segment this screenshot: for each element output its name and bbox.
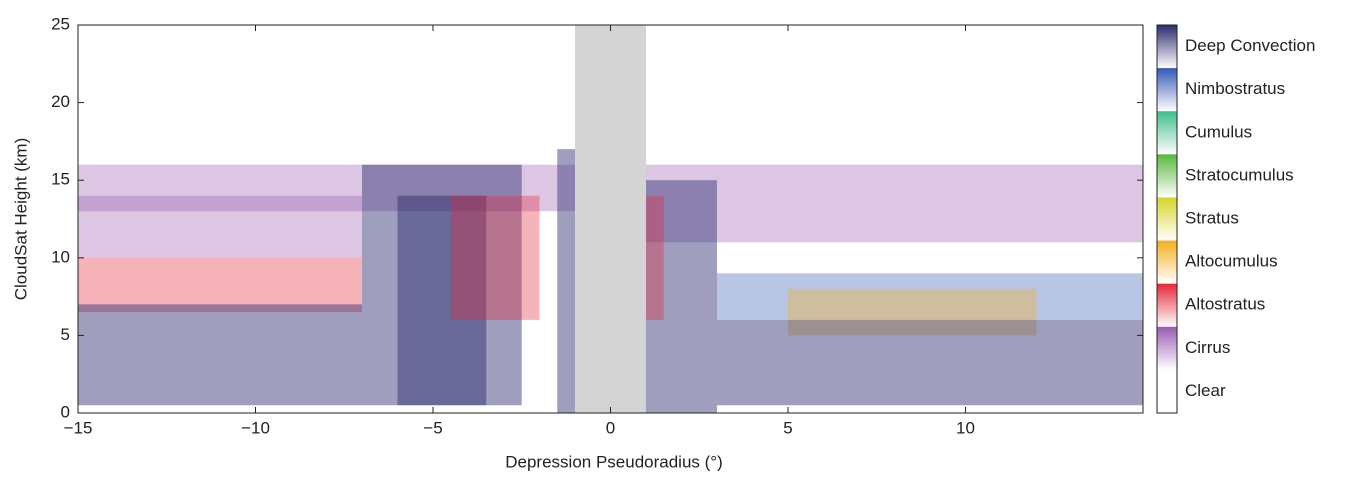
- colorbar-segment: [1157, 68, 1177, 112]
- colorbar-frame: [1156, 24, 1178, 414]
- colorbar-segment: [1157, 154, 1177, 198]
- x-tick-label: 5: [783, 418, 792, 437]
- colorbar-label: Cumulus: [1185, 122, 1252, 141]
- colorbar-label: Stratus: [1185, 208, 1239, 227]
- cloud-region: [450, 195, 540, 320]
- cloud-region: [646, 195, 664, 320]
- missing-band: [575, 25, 646, 413]
- y-axis-label: CloudSat Height (km): [11, 138, 30, 301]
- cloud-region: [78, 304, 362, 406]
- y-tick-label: 5: [61, 325, 70, 344]
- cloud-region: [717, 273, 1143, 320]
- colorbar-label: Altocumulus: [1185, 252, 1278, 271]
- plot-area: [78, 25, 1143, 413]
- colorbar-label: Cirrus: [1185, 338, 1230, 357]
- x-tick-label: −15: [64, 418, 93, 437]
- colorbar-label: Nimbostratus: [1185, 79, 1285, 98]
- x-tick-label: −10: [241, 418, 270, 437]
- colorbar-segment: [1157, 240, 1177, 284]
- cloud-region: [646, 180, 717, 413]
- y-tick-label: 0: [61, 402, 70, 421]
- colorbar-label: Clear: [1185, 381, 1226, 400]
- colorbar-label: Deep Convection: [1185, 36, 1315, 55]
- cloud-region: [397, 195, 487, 406]
- cloud-region: [362, 164, 522, 406]
- colorbar-label: Altostratus: [1185, 295, 1265, 314]
- colorbar-segment: [1157, 111, 1177, 155]
- y-tick-label: 15: [51, 170, 70, 189]
- cloud-region: [646, 164, 1143, 243]
- y-tick-label: 10: [51, 247, 70, 266]
- x-tick-label: 0: [606, 418, 615, 437]
- colorbar-segment: [1157, 326, 1177, 370]
- x-tick-label: 10: [956, 418, 975, 437]
- y-tick-label: 25: [51, 14, 70, 33]
- cloud-region: [78, 195, 362, 258]
- cloud-region: [557, 149, 575, 413]
- x-tick-label: −5: [423, 418, 442, 437]
- colorbar-segment: [1157, 283, 1177, 327]
- cloud-region: [78, 164, 575, 212]
- colorbar-segment: [1157, 369, 1177, 413]
- x-axis-label: Depression Pseudoradius (°): [505, 452, 723, 471]
- colorbar-segment: [1157, 197, 1177, 241]
- cloud-region: [788, 288, 1037, 336]
- colorbar-segment: [1157, 25, 1177, 69]
- cloud-region: [717, 319, 1143, 406]
- y-tick-label: 20: [51, 92, 70, 111]
- colorbar-label: Stratocumulus: [1185, 165, 1294, 184]
- cloud-region: [78, 257, 362, 313]
